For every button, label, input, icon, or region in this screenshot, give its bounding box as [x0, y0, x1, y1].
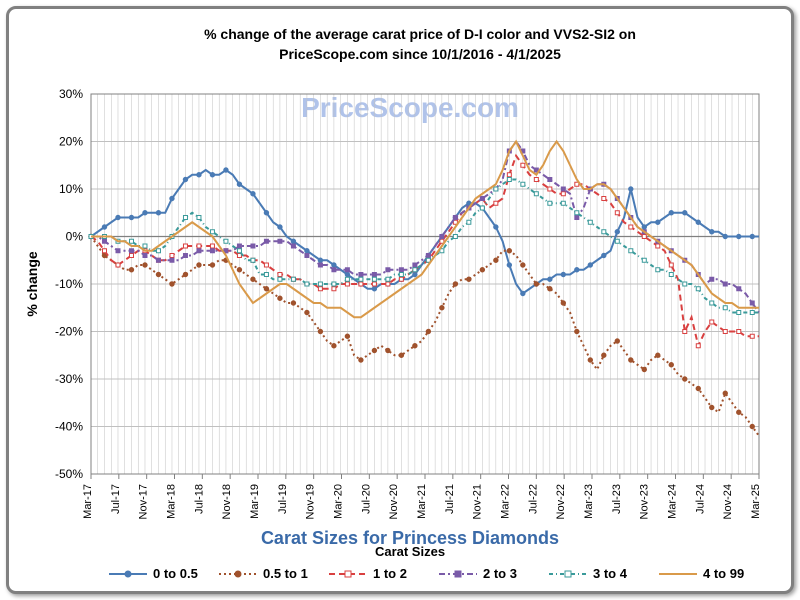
y-tick-label: -10%	[55, 277, 83, 291]
x-tick-label: Nov-22	[555, 484, 567, 519]
legend-label: 0.5 to 1	[263, 566, 308, 581]
x-tick-label: Nov-19	[305, 484, 317, 519]
y-tick-label: -20%	[55, 325, 83, 339]
chart-title-line2: PriceScope.com since 10/1/2016 - 4/1/202…	[279, 46, 561, 62]
y-tick-label: 0%	[66, 230, 84, 244]
chart-frame: % change of the average carat price of D…	[6, 6, 794, 594]
series-line	[91, 156, 759, 346]
x-tick-label: Jul-17	[110, 484, 122, 514]
x-tick-label: Mar-18	[166, 484, 178, 519]
y-tick-label: -30%	[55, 372, 83, 386]
x-tick-label: Nov-23	[639, 484, 651, 519]
series-line	[91, 142, 759, 313]
x-tick-label: Nov-18	[221, 484, 233, 519]
x-tick-label: Nov-24	[722, 484, 734, 519]
x-tick-label: Jul-23	[611, 484, 623, 514]
y-tick-label: 10%	[59, 182, 83, 196]
y-tick-label: -50%	[55, 467, 83, 481]
legend-label: 4 to 99	[703, 566, 744, 581]
x-tick-label: Mar-23	[583, 484, 595, 519]
x-tick-label: Jul-19	[277, 484, 289, 514]
x-tick-label: Mar-21	[416, 484, 428, 519]
x-tick-label: Mar-22	[500, 484, 512, 519]
legend-title: Carat Sizes	[375, 544, 445, 559]
legend-label: 2 to 3	[483, 566, 517, 581]
x-tick-label: Mar-25	[750, 484, 762, 519]
x-tick-label: Jul-21	[444, 484, 456, 514]
x-tick-label: Nov-20	[388, 484, 400, 519]
chart-svg: % change of the average carat price of D…	[9, 9, 791, 591]
x-tick-label: Nov-21	[472, 484, 484, 519]
y-tick-label: -40%	[55, 420, 83, 434]
x-tick-label: Jul-24	[694, 484, 706, 514]
x-tick-label: Jul-18	[193, 484, 205, 514]
legend-label: 0 to 0.5	[153, 566, 198, 581]
y-tick-label: 20%	[59, 135, 83, 149]
x-tick-label: Mar-19	[249, 484, 261, 519]
y-tick-label: 30%	[59, 87, 83, 101]
x-tick-label: Mar-17	[82, 484, 94, 519]
x-tick-label: Jul-22	[527, 484, 539, 514]
series-line	[91, 142, 759, 318]
chart-title-line1: % change of the average carat price of D…	[204, 26, 636, 42]
x-tick-label: Nov-17	[138, 484, 150, 519]
x-tick-label: Jul-20	[360, 484, 372, 514]
legend-label: 3 to 4	[593, 566, 628, 581]
x-tick-label: Mar-24	[667, 484, 679, 519]
legend-label: 1 to 2	[373, 566, 407, 581]
x-tick-label: Mar-20	[333, 484, 345, 519]
y-axis-label: % change	[24, 251, 40, 317]
series-line	[91, 237, 759, 437]
